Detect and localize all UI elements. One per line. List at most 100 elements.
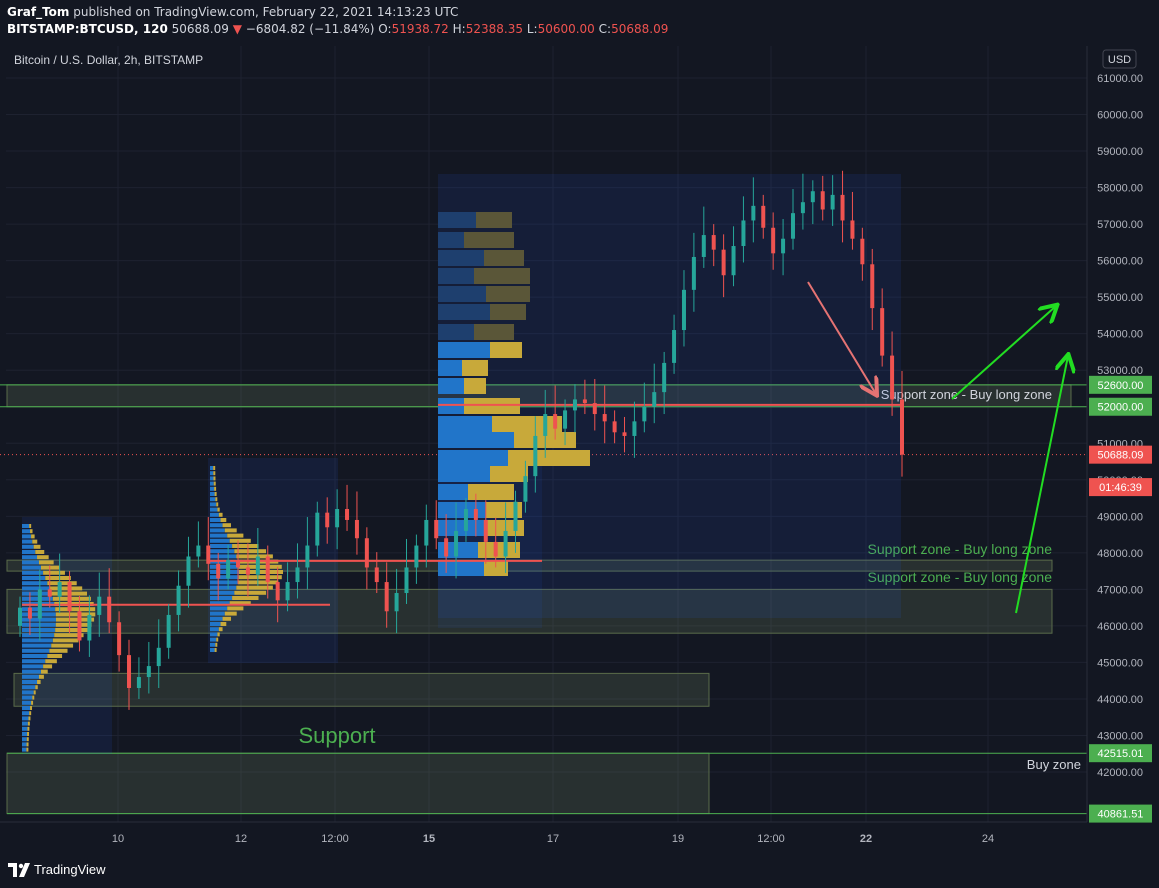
volume-bar-buy [210, 481, 214, 486]
candle-body [67, 582, 72, 612]
author-name[interactable]: Graf_Tom [7, 5, 70, 19]
candle-layer [18, 170, 904, 710]
volume-bar-buy [22, 570, 44, 575]
candle-body [800, 202, 805, 214]
candle-body [751, 205, 756, 221]
time-tick-label: 12 [235, 833, 247, 845]
price-badge [1089, 445, 1152, 464]
volume-bar-buy [210, 648, 215, 652]
candle-body [196, 545, 201, 557]
volume-bar-buy [22, 524, 30, 528]
candle-body [582, 399, 587, 404]
volume-bar-buy [22, 581, 48, 586]
candle-body [612, 421, 617, 433]
volume-bar-sell [217, 632, 220, 637]
candle-body [127, 655, 132, 688]
volume-bar-sell [227, 606, 244, 611]
volume-bar-sell [218, 512, 223, 517]
volume-bar-sell [30, 706, 33, 710]
candle-body [900, 399, 904, 455]
candle-body [245, 567, 250, 575]
candle-body [454, 530, 459, 557]
volume-bar-buy [22, 706, 31, 710]
volume-bar-buy [210, 507, 218, 512]
volume-bar-buy [22, 654, 48, 658]
tradingview-brand[interactable]: TradingView [34, 862, 106, 877]
candle-body [434, 519, 439, 539]
volume-bar-buy [210, 533, 228, 538]
volume-bar-buy [210, 580, 238, 585]
candle-body [790, 213, 795, 239]
time-tick-label: 19 [672, 833, 684, 845]
symbol-label[interactable]: BITSTAMP:BTCUSD, 120 [7, 22, 168, 36]
volume-bar-buy [22, 690, 34, 695]
volume-bar-buy [22, 648, 50, 653]
candle-body [493, 541, 498, 557]
candle-body [473, 509, 478, 520]
candle-body [315, 512, 320, 546]
volume-bar-buy [22, 747, 27, 752]
volume-bar-buy [438, 466, 490, 482]
volume-bar-buy [210, 466, 214, 470]
candle-body [364, 538, 369, 568]
volume-bar-sell [474, 268, 530, 284]
candle-body [592, 403, 597, 415]
candle-body [543, 414, 548, 436]
candle-body [810, 191, 815, 203]
volume-bar-sell [52, 596, 91, 601]
candle-body [206, 545, 211, 564]
volume-bar-buy [22, 529, 31, 534]
volume-bar-buy [438, 342, 490, 358]
candle-body [741, 220, 746, 247]
volume-bar-buy [22, 633, 55, 638]
volume-bar-buy [22, 539, 33, 544]
candle-body [424, 519, 429, 546]
volume-bar-sell [474, 324, 514, 340]
volume-bar-sell [216, 502, 219, 507]
volume-bar-sell [464, 398, 520, 414]
volume-bar-buy [438, 560, 484, 576]
candle-body [781, 238, 786, 254]
volume-bar-sell [484, 560, 508, 576]
volume-bar-buy [22, 586, 50, 591]
chart-header: Graf_Tom published on TradingView.com, F… [0, 0, 1159, 46]
volume-bar-sell [468, 484, 514, 500]
volume-bar-buy [22, 544, 34, 549]
volume-bar-sell [54, 633, 84, 638]
price-tick-label: 57000.00 [1097, 219, 1143, 231]
tradingview-logo-icon[interactable] [8, 863, 30, 877]
price-chart[interactable]: Support zone - Buy long zone Support zone… [0, 46, 1159, 850]
volume-bar-buy [22, 659, 46, 664]
volume-bar-buy [210, 471, 214, 476]
candle-body [176, 585, 181, 615]
price-tick-label: 55000.00 [1097, 292, 1143, 304]
candle-body [721, 249, 726, 276]
time-tick-label: 12:00 [321, 833, 349, 845]
candle-body [345, 509, 350, 520]
candle-body [483, 519, 488, 542]
candle-body [622, 432, 627, 436]
volume-bar-buy [22, 534, 32, 539]
candle-body [444, 538, 449, 557]
candle-body [97, 596, 102, 615]
volume-bar-sell [224, 528, 237, 533]
zone-label: Support zone - Buy long zone [881, 387, 1052, 402]
volume-bar-sell [55, 622, 92, 627]
volume-bar-sell [37, 555, 49, 560]
volume-bar-sell [40, 669, 48, 674]
volume-bar-sell [37, 680, 41, 684]
candle-body [681, 289, 686, 331]
volume-bar-sell [38, 560, 54, 565]
volume-bar-sell [31, 534, 35, 539]
volume-bar-buy [438, 450, 508, 466]
candle-body [57, 582, 62, 597]
candle-body [295, 567, 300, 583]
close-label: C: [598, 22, 612, 36]
volume-bar-buy [210, 590, 235, 595]
volume-bar-sell [234, 549, 267, 554]
volume-bar-sell [238, 564, 282, 569]
price-badge-label: 40861.51 [1098, 809, 1144, 821]
green-arrow [951, 306, 1056, 400]
volume-bar-sell [213, 476, 216, 481]
price-tick-label: 43000.00 [1097, 730, 1143, 742]
